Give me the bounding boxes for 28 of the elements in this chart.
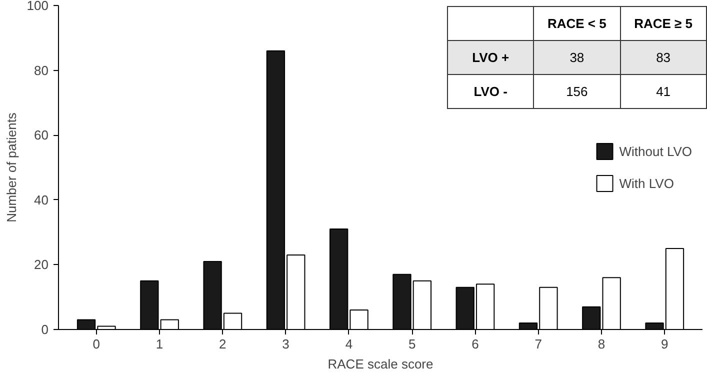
annotation: 83: [620, 40, 706, 74]
y-tick-label: 60: [34, 128, 49, 143]
annotation: LVO -: [448, 74, 534, 108]
x-tick-label: 8: [598, 336, 606, 352]
annotation: 41: [620, 74, 706, 108]
y-tick-label: 100: [26, 0, 49, 13]
annotation: RACE ≥ 5: [620, 6, 706, 40]
legend-label: Without LVO: [619, 144, 692, 158]
x-tick-label: 5: [408, 336, 416, 352]
y-tick-label: 0: [41, 322, 49, 337]
y-tick-label: 80: [34, 62, 49, 78]
x-axis-title: RACE scale score: [328, 356, 434, 372]
legend-label: With LVO: [619, 176, 674, 190]
x-tick-label: 3: [282, 336, 290, 352]
y-tick-label: 20: [34, 257, 49, 272]
y-tick-label: 40: [34, 192, 49, 208]
annotation: 38: [534, 40, 620, 74]
x-tick-label: 7: [534, 336, 542, 352]
annotation: 156: [534, 74, 620, 108]
x-tick-label: 0: [92, 336, 100, 352]
annotation: LVO +: [448, 40, 534, 74]
x-tick-label: 9: [661, 336, 668, 352]
x-tick-label: 2: [219, 336, 226, 352]
x-tick-label: 1: [156, 336, 164, 352]
annotation: RACE < 5: [534, 6, 620, 40]
y-axis-title: Number of patients: [4, 112, 19, 222]
x-tick-label: 6: [472, 336, 479, 352]
x-tick-label: 4: [345, 336, 353, 352]
